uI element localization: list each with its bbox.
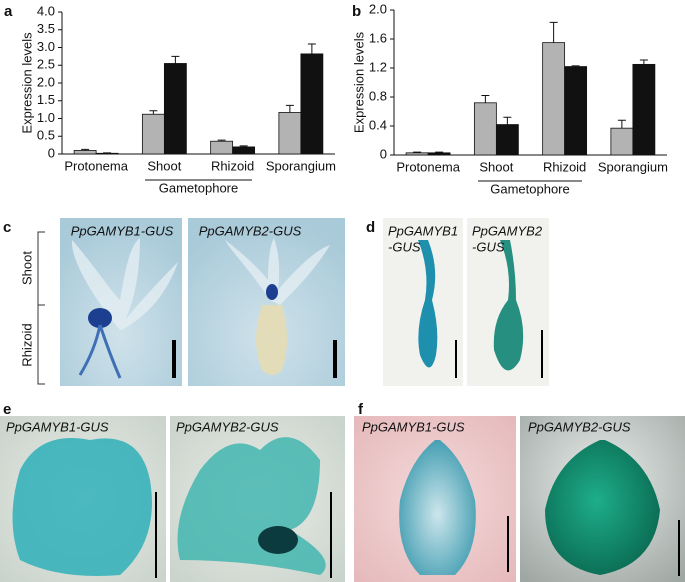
specimen [71, 238, 178, 330]
panel-label: e [3, 401, 11, 418]
scale-bar [678, 520, 680, 576]
x-tick-label: Rhizoid [543, 159, 586, 174]
panel-label: a [4, 3, 13, 20]
caption: -GUS [388, 239, 421, 254]
y-axis-label: Expression levels [351, 31, 366, 133]
y-tick-label: 0.4 [369, 117, 387, 132]
bar [232, 146, 256, 155]
specimen [78, 324, 122, 379]
y-tick-label: 1.5 [37, 92, 55, 107]
bar [427, 152, 451, 156]
y-tick-label: 3.0 [37, 39, 55, 54]
y-tick-label: 0 [380, 146, 387, 161]
error-bar [571, 65, 580, 67]
caption: PpGAMYB2-GUS [528, 419, 631, 434]
error-bar [239, 145, 248, 147]
caption: PpGAMYB1 [388, 223, 458, 238]
error-bar [217, 139, 226, 142]
caption: PpGAMYB2-GUS [199, 223, 302, 238]
x-tick-label: Protonema [64, 158, 128, 173]
bar [163, 63, 187, 155]
error-bar [413, 151, 422, 153]
bar [632, 63, 656, 156]
bar [564, 66, 588, 156]
bar [141, 113, 165, 155]
error-bar [307, 43, 316, 54]
caption: PpGAMYB2-GUS [176, 419, 279, 434]
specimen [258, 526, 298, 554]
bracket [37, 231, 45, 385]
panel-label: b [352, 3, 361, 20]
bar [300, 53, 324, 155]
x-tick-label: Shoot [479, 159, 513, 174]
x-tick-label: Sporangium [598, 159, 668, 174]
caption: PpGAMYB1-GUS [71, 223, 174, 238]
region-label: Rhizoid [19, 323, 34, 366]
caption: PpGAMYB2 [472, 223, 543, 238]
y-axis-label: Expression levels [19, 32, 34, 134]
panel-label: c [3, 219, 11, 236]
region-label: Shoot [19, 251, 34, 285]
specimen [266, 284, 278, 300]
bar [542, 42, 566, 156]
caption: PpGAMYB1-GUS [6, 419, 109, 434]
scale-bar [172, 340, 176, 378]
bar [210, 140, 234, 155]
bar [73, 150, 97, 155]
specimen [12, 438, 152, 576]
y-tick-label: 4.0 [37, 3, 55, 18]
x-tick-label: Protonema [396, 159, 460, 174]
y-tick-label: 3.5 [37, 21, 55, 36]
error-bar [503, 116, 512, 125]
specimen [256, 305, 287, 375]
bar [610, 127, 634, 156]
error-bar [149, 110, 158, 115]
error-bar [435, 151, 444, 153]
y-tick-label: 1.0 [37, 110, 55, 125]
scale-bar [333, 340, 337, 378]
y-tick-label: 1.6 [369, 30, 387, 45]
specimen [399, 440, 476, 575]
error-bar [81, 148, 90, 151]
error-bar [481, 95, 490, 103]
group-label: Gametophore [490, 181, 570, 196]
group-label: Gametophore [159, 180, 239, 195]
scale-bar [155, 492, 157, 578]
bar [405, 152, 429, 156]
scale-bar [330, 492, 332, 578]
error-bar [285, 104, 294, 113]
scale-bar [507, 516, 509, 572]
y-tick-label: 0 [48, 145, 55, 160]
caption: PpGAMYB1-GUS [362, 419, 465, 434]
bar [473, 102, 497, 156]
x-tick-label: Rhizoid [211, 158, 254, 173]
scale-bar [455, 340, 457, 378]
y-tick-label: 0.8 [369, 88, 387, 103]
specimen [545, 440, 660, 575]
error-bar [549, 21, 558, 43]
specimen [493, 240, 524, 371]
error-bar [639, 59, 648, 65]
specimen [88, 308, 112, 328]
error-bar [617, 119, 626, 129]
y-tick-label: 2.5 [37, 57, 55, 72]
y-tick-label: 2.0 [369, 1, 387, 16]
y-tick-label: 2.0 [37, 74, 55, 89]
y-tick-label: 1.2 [369, 59, 387, 74]
error-bar [171, 55, 180, 64]
x-tick-label: Shoot [147, 158, 181, 173]
y-tick-label: 0.5 [37, 128, 55, 143]
scale-bar [541, 330, 543, 378]
bar [278, 112, 302, 155]
specimen [225, 238, 330, 305]
panel-label: d [366, 219, 375, 236]
x-tick-label: Sporangium [266, 158, 336, 173]
specimen [418, 240, 438, 368]
caption: -GUS [472, 239, 505, 254]
bar [495, 124, 519, 156]
panel-label: f [358, 401, 364, 418]
